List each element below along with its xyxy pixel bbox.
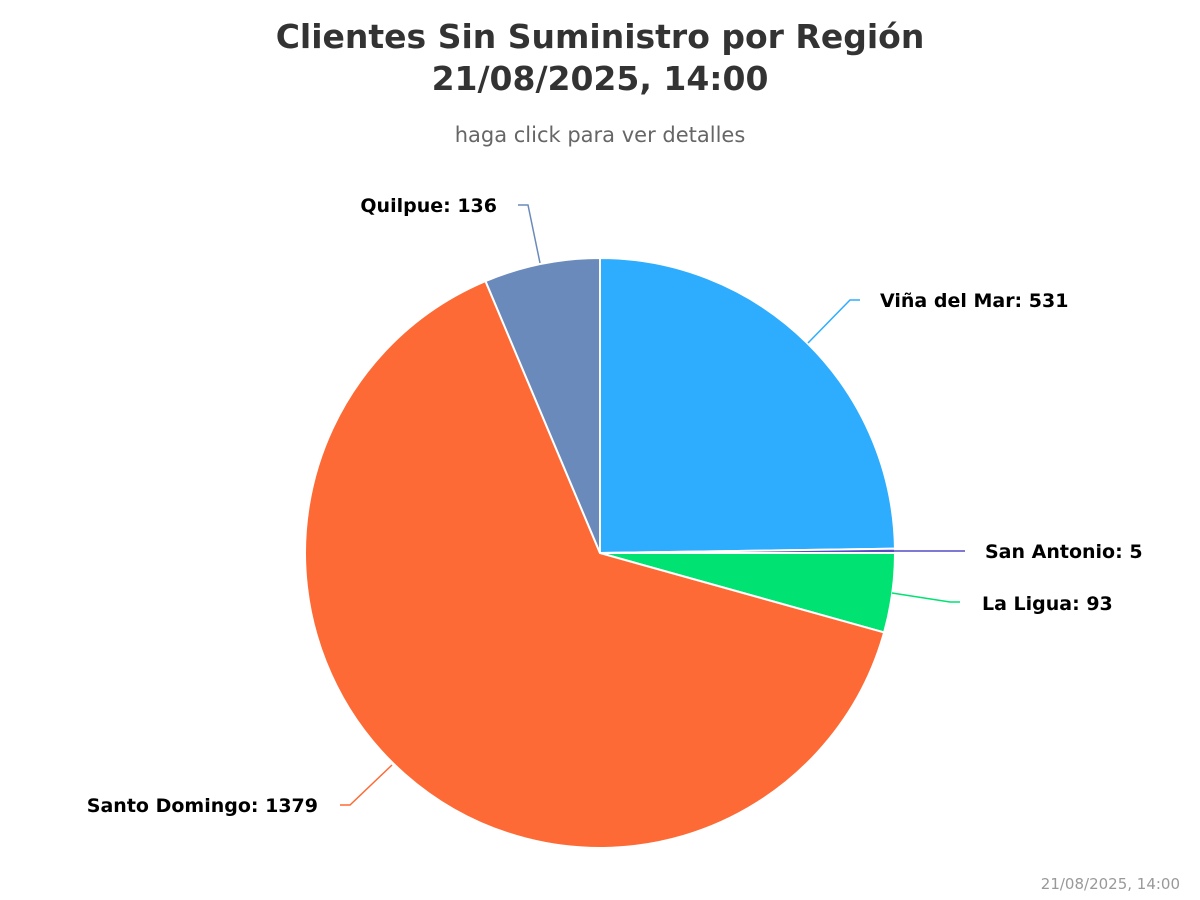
- connector-vina-del-mar: [807, 299, 860, 344]
- data-label-vina-del-mar[interactable]: Viña del Mar: 531: [880, 290, 1068, 312]
- label-connectors: [340, 204, 965, 806]
- data-label-la-ligua[interactable]: La Ligua: 93: [982, 593, 1113, 615]
- pie-slice-vina-del-mar[interactable]: [599, 257, 896, 554]
- connector-la-ligua: [891, 592, 960, 603]
- connector-santo-domingo: [340, 764, 393, 806]
- pie-slice-santo-domingo[interactable]: [304, 280, 886, 849]
- connector-quilpue: [518, 204, 541, 264]
- chart-title-line-1: Clientes Sin Suministro por Región: [275, 17, 925, 56]
- pie-slice-quilpue[interactable]: [484, 257, 601, 554]
- pie-slices: [304, 257, 897, 849]
- data-label-santo-domingo[interactable]: Santo Domingo: 1379: [87, 795, 318, 817]
- chart-title-line-2: 21/08/2025, 14:00: [431, 59, 769, 98]
- chart-subtitle[interactable]: haga click para ver detalles: [454, 123, 746, 147]
- chart-credit: 21/08/2025, 14:00: [1040, 875, 1180, 893]
- data-label-san-antonio[interactable]: San Antonio: 5: [985, 541, 1143, 563]
- data-label-quilpue[interactable]: Quilpue: 136: [360, 195, 497, 217]
- data-labels: Viña del Mar: 531 San Antonio: 5 La Ligua:…: [87, 195, 1143, 817]
- chart-title: Clientes Sin Suministro por Región 21/08…: [0, 16, 1200, 100]
